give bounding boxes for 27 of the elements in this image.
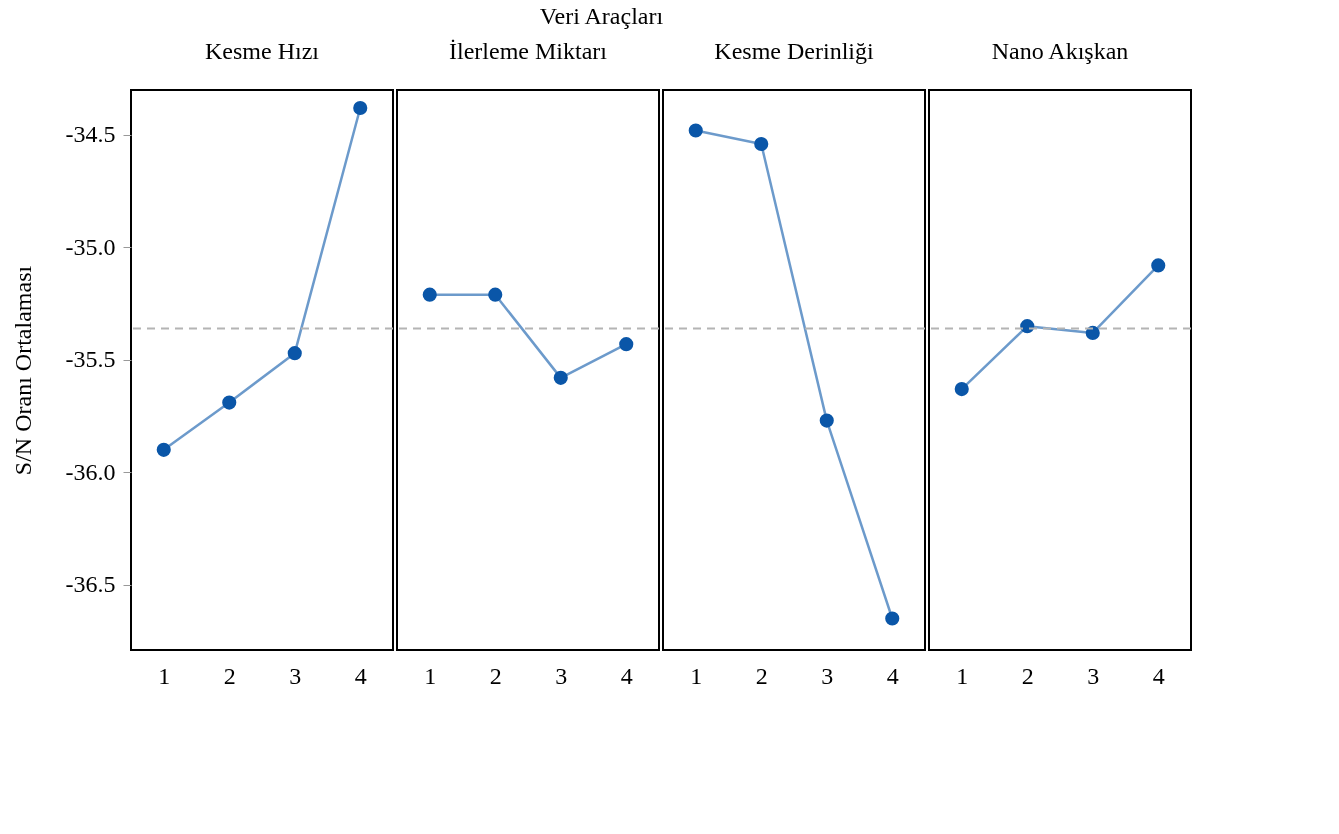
x-tick-label: 4 [620,662,633,689]
y-tick-label: -35.0 [65,233,116,260]
y-tick-label: -36.5 [65,571,116,598]
chart-title: Kesme Derinliği [714,38,874,64]
x-tick-label: 4 [354,662,367,689]
x-tick-label: 3 [1087,662,1100,689]
x-tick-label: 4 [1152,662,1165,689]
chart-title: Kesme Hızı [205,38,320,64]
x-tick-label: 2 [755,662,768,689]
chart-title: Nano Akışkan [991,38,1129,64]
x-tick-label: 1 [690,662,703,689]
x-tick-label: 4 [886,662,899,689]
x-tick-label: 2 [489,662,502,689]
y-tick-label: -34.5 [65,121,116,148]
x-tick-label: 3 [555,662,568,689]
x-tick-label: 3 [821,662,834,689]
y-tick-label: -35.5 [65,346,116,373]
x-tick-label: 3 [289,662,302,689]
text: Veri Araçları [539,3,664,29]
x-tick-label: 1 [424,662,437,689]
y-tick-label: -36.0 [65,458,116,485]
x-tick-label: 1 [158,662,171,689]
x-tick-label: 2 [223,662,236,689]
x-tick-label: 2 [1021,662,1034,689]
chart-title: İlerleme Miktarı [449,38,608,64]
x-tick-label: 1 [956,662,969,689]
y-axis-title: S/N Oranı Ortalaması [9,265,36,476]
